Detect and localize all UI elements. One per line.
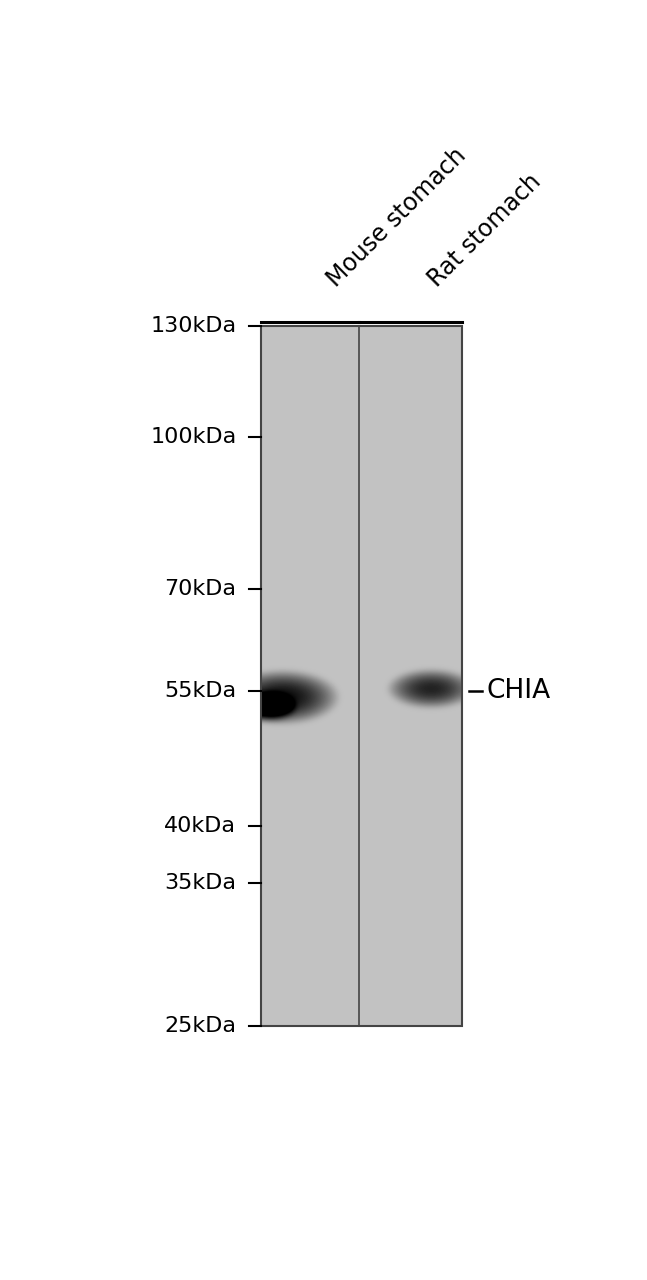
Text: CHIA: CHIA — [486, 678, 550, 704]
Text: 35kDa: 35kDa — [164, 873, 236, 893]
Text: 70kDa: 70kDa — [164, 579, 236, 599]
Text: Mouse stomach: Mouse stomach — [323, 143, 471, 292]
Text: 55kDa: 55kDa — [164, 681, 236, 701]
Text: 100kDa: 100kDa — [150, 428, 236, 448]
Text: 40kDa: 40kDa — [164, 817, 236, 836]
Text: 25kDa: 25kDa — [164, 1016, 236, 1036]
Text: 130kDa: 130kDa — [150, 316, 236, 337]
Bar — [261, 326, 462, 1025]
Text: Rat stomach: Rat stomach — [423, 169, 545, 292]
